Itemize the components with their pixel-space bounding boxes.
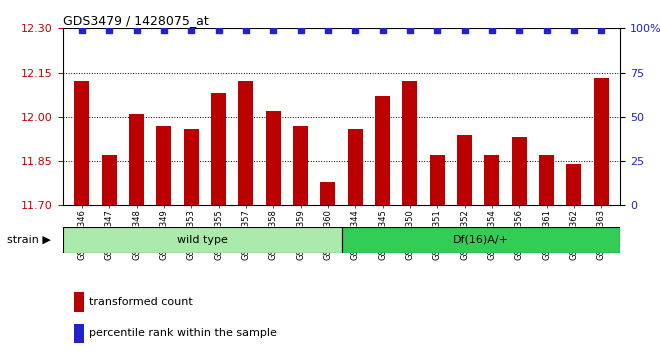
Bar: [539, 155, 554, 205]
Bar: [74, 324, 84, 343]
Point: [378, 27, 388, 33]
Point: [241, 27, 251, 33]
Point: [77, 27, 87, 33]
Bar: [183, 129, 199, 205]
Point: [186, 27, 197, 33]
Bar: [75, 81, 89, 205]
Bar: [403, 81, 417, 205]
Point: [514, 27, 525, 33]
Point: [323, 27, 333, 33]
Bar: [156, 126, 172, 205]
Point: [569, 27, 579, 33]
Point: [213, 27, 224, 33]
Bar: [484, 155, 500, 205]
Bar: [63, 227, 342, 253]
Bar: [457, 135, 472, 205]
Point: [268, 27, 279, 33]
Point: [432, 27, 442, 33]
Text: GDS3479 / 1428075_at: GDS3479 / 1428075_at: [63, 14, 209, 27]
Point: [158, 27, 169, 33]
Bar: [238, 81, 253, 205]
Text: transformed count: transformed count: [90, 297, 193, 307]
Point: [541, 27, 552, 33]
Bar: [320, 182, 335, 205]
Point: [405, 27, 415, 33]
Bar: [342, 227, 620, 253]
Bar: [102, 155, 117, 205]
Bar: [512, 137, 527, 205]
Point: [350, 27, 360, 33]
Point: [459, 27, 470, 33]
Bar: [266, 111, 280, 205]
Point: [486, 27, 497, 33]
Text: percentile rank within the sample: percentile rank within the sample: [90, 329, 277, 338]
Point: [596, 27, 607, 33]
Bar: [211, 93, 226, 205]
Text: strain ▶: strain ▶: [7, 235, 50, 245]
Bar: [594, 79, 609, 205]
Bar: [375, 96, 390, 205]
Point: [131, 27, 142, 33]
Bar: [293, 126, 308, 205]
Text: Df(16)A/+: Df(16)A/+: [453, 235, 509, 245]
Point: [104, 27, 114, 33]
Bar: [566, 164, 581, 205]
Bar: [430, 155, 445, 205]
Point: [295, 27, 306, 33]
Bar: [348, 129, 363, 205]
Bar: [129, 114, 144, 205]
Bar: [74, 292, 84, 312]
Text: wild type: wild type: [177, 235, 228, 245]
